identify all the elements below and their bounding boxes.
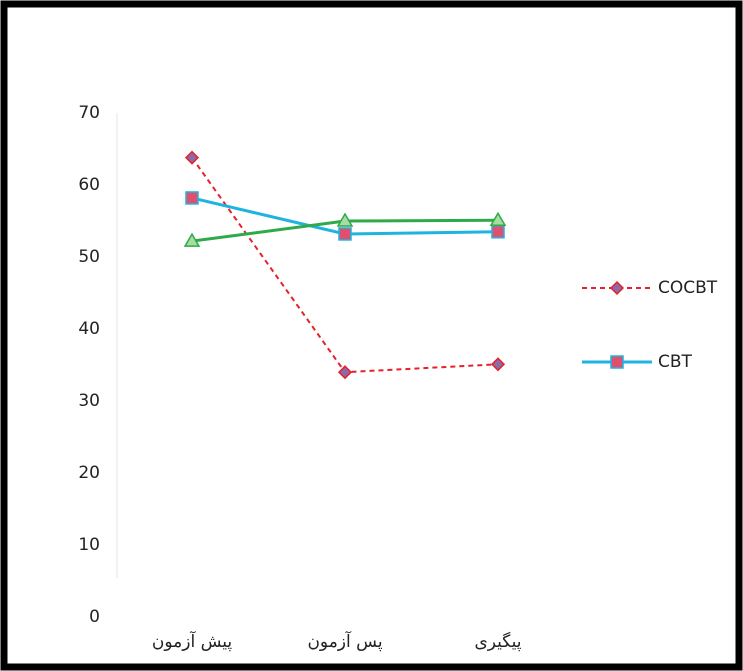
y-tick-label: 10	[78, 535, 100, 555]
y-tick-label: 70	[78, 103, 100, 123]
marker	[185, 191, 199, 205]
y-tick-label: 30	[78, 391, 100, 411]
y-tick-label: 40	[78, 319, 100, 339]
marker	[336, 212, 354, 227]
marker	[491, 225, 505, 239]
legend-marker	[609, 280, 625, 296]
marker	[490, 357, 506, 372]
marker	[184, 150, 200, 165]
y-tick-label: 50	[78, 247, 100, 267]
legend-marker	[610, 355, 624, 369]
y-tick-label: 60	[78, 175, 100, 195]
marker	[337, 365, 353, 380]
x-tick-label: پیش آزمون	[152, 630, 233, 652]
marker	[489, 211, 507, 227]
y-tick-label: 0	[89, 607, 100, 627]
y-tick-label: 20	[78, 463, 100, 483]
legend-label: CBT	[658, 352, 693, 372]
x-tick-label: پس آزمون	[307, 630, 382, 652]
marker	[338, 227, 352, 241]
marker	[183, 232, 201, 247]
legend-label: COCBT	[658, 278, 718, 298]
x-tick-label: پیگیری	[474, 631, 521, 652]
